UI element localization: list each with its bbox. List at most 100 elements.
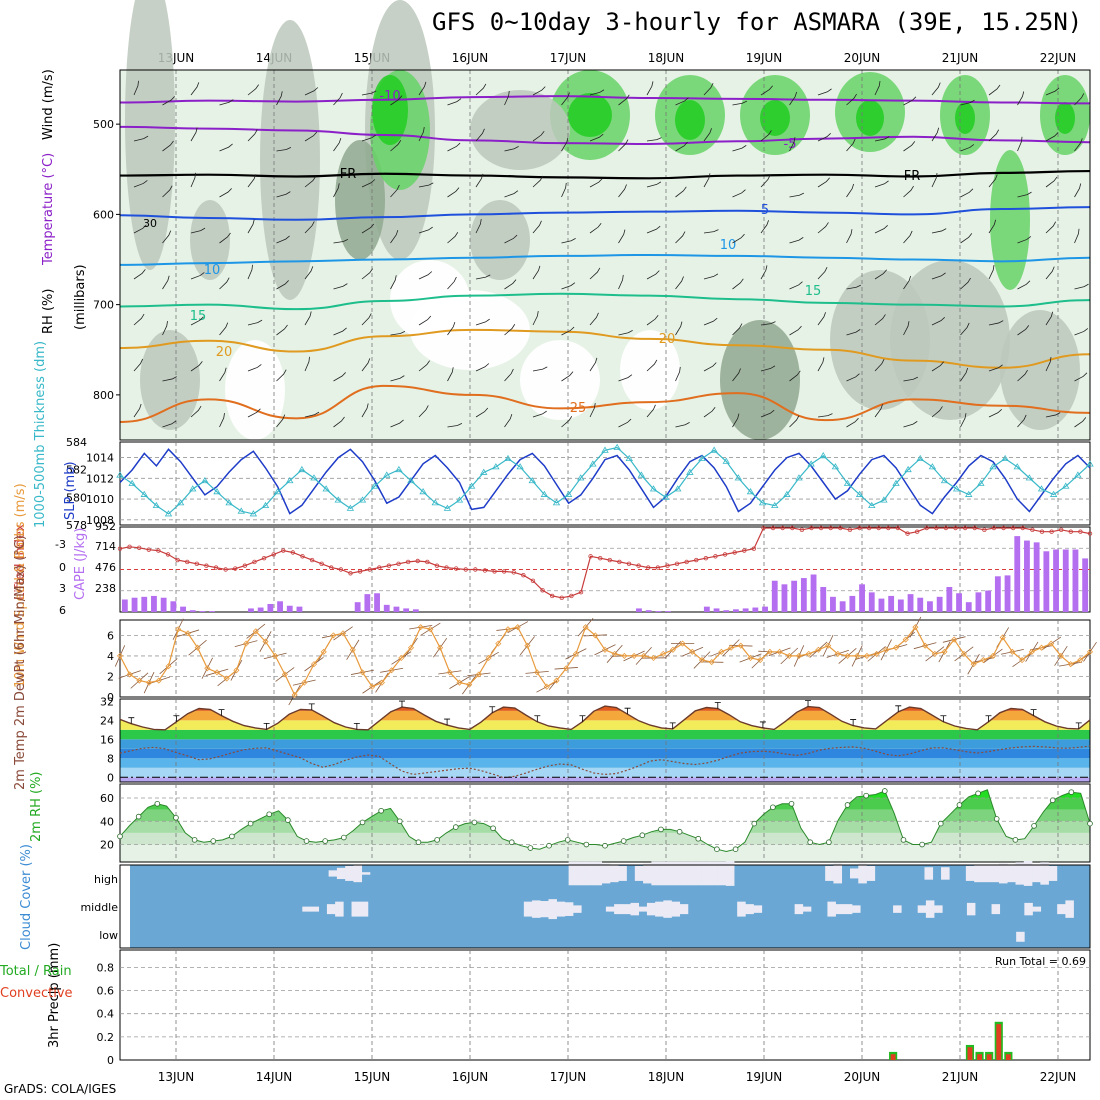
li-marker <box>223 567 228 572</box>
temp-line <box>119 705 1091 731</box>
cape-bar <box>403 608 410 612</box>
slp-line <box>119 448 1091 515</box>
temp-band <box>120 706 1090 711</box>
wind-barb <box>361 313 372 326</box>
li-marker <box>617 559 622 565</box>
cloud-middle-bar <box>556 901 566 917</box>
thickness-marker <box>273 488 282 495</box>
li-marker <box>1087 531 1093 536</box>
cape-bar <box>209 611 216 612</box>
slp-frame <box>119 441 1091 526</box>
wind-barb <box>390 330 406 336</box>
li-marker <box>607 557 613 563</box>
cape-bar <box>180 606 186 612</box>
wind-barb <box>190 272 205 280</box>
thickness-marker <box>443 504 452 511</box>
thickness-marker <box>916 454 924 461</box>
wind-barb <box>618 374 633 382</box>
wind-barb <box>504 90 510 106</box>
wind-barb <box>190 172 196 188</box>
wind-marker <box>301 679 308 686</box>
rh-shading <box>125 0 175 270</box>
credit-text: GrADS: COLA/IGES <box>4 1082 117 1096</box>
cloud-high-bar <box>585 861 594 886</box>
precip-convective-bar <box>996 1024 1002 1060</box>
cloud-high-bar <box>651 861 660 886</box>
li-marker <box>1030 527 1035 533</box>
li-marker <box>962 525 968 531</box>
cloud-middle-bar <box>679 904 689 915</box>
cape-bar <box>141 596 148 612</box>
temp-minmax-bar <box>714 702 721 709</box>
precip-tick-label: 0.4 <box>97 1008 115 1021</box>
wind-marker <box>931 650 938 657</box>
cloud-high-bar <box>610 864 619 883</box>
wind-barb <box>732 189 746 198</box>
isotherm-label: 15 <box>805 284 822 299</box>
wind-barb <box>817 413 833 418</box>
wind-barb <box>247 319 263 326</box>
wind-barb <box>475 274 491 280</box>
li-tick-label: 0 <box>59 561 66 574</box>
wind-barb <box>304 87 319 96</box>
wind-marker <box>398 654 405 662</box>
wind-marker <box>495 640 502 647</box>
temp-tick-label: 8 <box>107 752 114 765</box>
li-axis-label: Lifted Index <box>13 523 28 600</box>
cape-bar <box>849 595 856 612</box>
temp-minmax-bar <box>489 706 496 713</box>
temp-band <box>120 767 1090 778</box>
li-marker <box>780 525 785 531</box>
wind-barb <box>1045 176 1058 188</box>
cape-bar <box>800 578 807 612</box>
li-tick-label: -3 <box>55 538 66 551</box>
rh-marker <box>770 804 776 811</box>
rh-shading <box>856 100 884 136</box>
wind-barb <box>760 321 776 326</box>
wind-barb <box>276 369 287 382</box>
cloud-axis-label: Cloud Cover (%) <box>19 844 34 950</box>
temp-minmax-bar <box>263 722 270 730</box>
wind-barb <box>675 276 684 290</box>
li-marker <box>492 569 497 574</box>
wind-barb <box>504 279 517 290</box>
wind-barb <box>1074 283 1089 290</box>
thickness-marker <box>589 460 597 467</box>
cloud-middle-bar <box>835 904 845 915</box>
li-marker <box>242 563 248 568</box>
thickness-marker <box>334 496 342 503</box>
thickness-marker <box>1062 482 1070 489</box>
cloud-middle-bar <box>655 901 664 917</box>
cape-bar <box>733 609 739 612</box>
cape-bar <box>1004 575 1011 612</box>
thickness-marker <box>989 463 997 470</box>
temp-minmax-bar <box>444 718 451 726</box>
li-tick-label: 6 <box>59 604 66 617</box>
cloud-middle-bar <box>540 901 549 918</box>
cloud-middle-bar <box>622 904 631 915</box>
isotherm--10 <box>119 95 1091 105</box>
wind-barb <box>532 311 539 326</box>
rh-marker <box>1049 797 1056 804</box>
temp-minmax-bar <box>353 722 360 730</box>
wind-marker <box>388 667 395 674</box>
li-marker <box>972 525 977 531</box>
cloud-high-bar <box>825 865 834 881</box>
precip-convective-bar <box>977 1054 983 1060</box>
wind-barb <box>1017 414 1027 428</box>
rh-marker <box>676 828 683 835</box>
rh-clear <box>620 330 680 410</box>
thickness-marker <box>261 501 270 509</box>
cloud-middle-bar <box>934 905 943 913</box>
precip-convective-bar <box>890 1054 896 1060</box>
wind-barb <box>760 409 775 418</box>
wind-marker <box>679 640 686 647</box>
wind-marker <box>252 628 259 635</box>
wind-marker <box>863 652 870 659</box>
wind-barb <box>304 266 314 280</box>
thickness-marker <box>1086 460 1094 467</box>
rh-marker <box>900 837 907 843</box>
li-marker <box>425 559 430 565</box>
pressure-tick-label: 800 <box>93 389 114 402</box>
temp-bands <box>120 706 1090 782</box>
